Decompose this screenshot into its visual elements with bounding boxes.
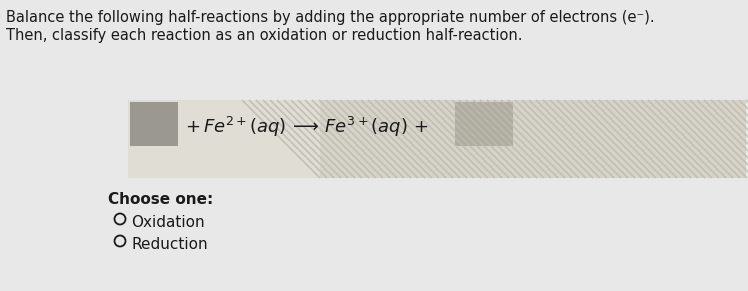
Bar bbox=[128, 100, 320, 178]
Bar bbox=[455, 102, 513, 146]
Text: Then, classify each reaction as an oxidation or reduction half-reaction.: Then, classify each reaction as an oxida… bbox=[6, 28, 523, 43]
Text: Choose one:: Choose one: bbox=[108, 192, 213, 207]
Bar bbox=[320, 100, 746, 178]
Text: $+\,\mathit{Fe}^{2+}\mathit{(aq)}\,\longrightarrow\,\mathit{Fe}^{3+}\mathit{(aq): $+\,\mathit{Fe}^{2+}\mathit{(aq)}\,\long… bbox=[185, 115, 429, 139]
Bar bbox=[128, 100, 320, 178]
Bar bbox=[130, 102, 178, 146]
Text: Reduction: Reduction bbox=[132, 237, 208, 252]
Text: Balance the following half-reactions by adding the appropriate number of electro: Balance the following half-reactions by … bbox=[6, 10, 654, 25]
Text: Oxidation: Oxidation bbox=[132, 215, 205, 230]
